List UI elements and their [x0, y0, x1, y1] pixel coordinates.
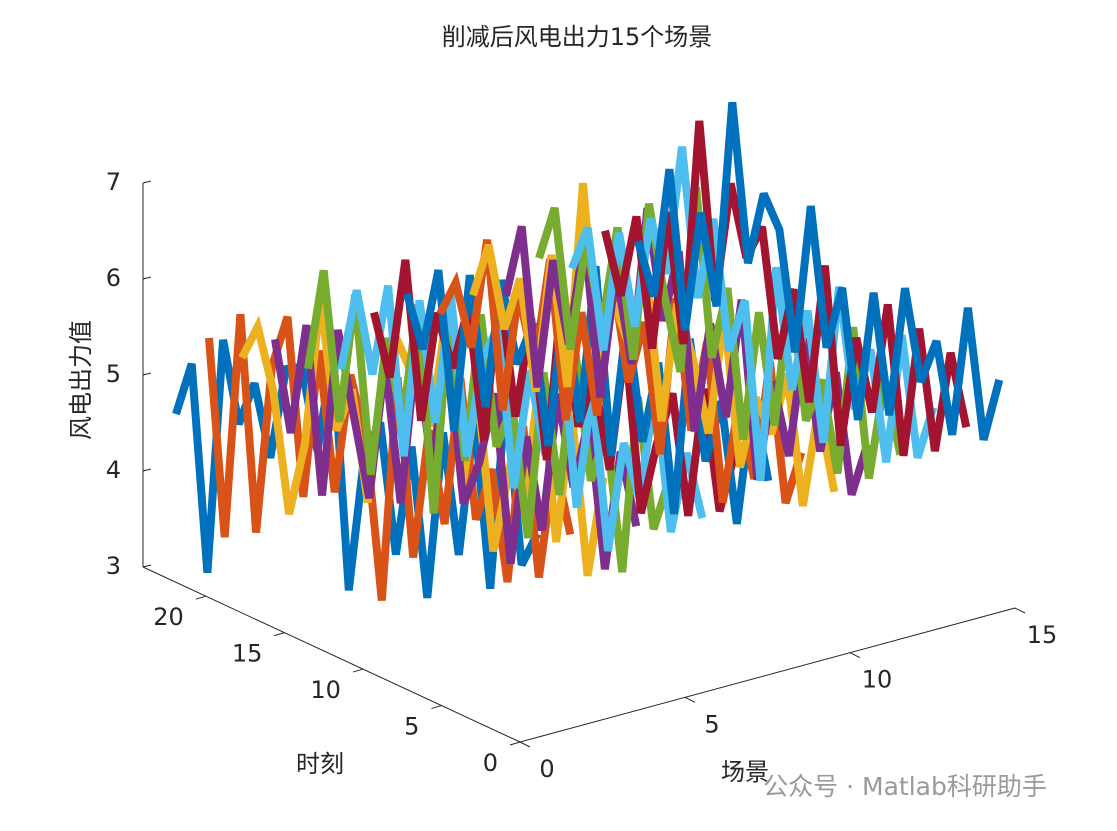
- z-tick: [142, 180, 152, 184]
- z-axis-label: 风电出力值: [67, 320, 95, 440]
- z-tick-label: 3: [106, 552, 121, 580]
- x-tick-label: 15: [1027, 621, 1058, 649]
- y-tick-label: 15: [232, 640, 263, 668]
- z-tick: [142, 468, 152, 472]
- series-line: [568, 146, 938, 482]
- x-tick: [519, 741, 531, 748]
- z-tick-label: 6: [106, 264, 121, 292]
- chart-title: 削减后风电出力15个场景: [442, 23, 713, 51]
- x-axis-label: 场景: [721, 758, 769, 786]
- x-tick: [849, 652, 861, 659]
- y-tick-label: 10: [310, 676, 341, 704]
- y-tick: [352, 668, 364, 673]
- z-tick: [142, 276, 152, 280]
- series-line: [634, 101, 1004, 441]
- watermark: 公众号 · Matlab科研助手: [763, 772, 1047, 801]
- x-tick: [1014, 607, 1026, 614]
- z-tick: [142, 372, 152, 376]
- y-tick: [509, 741, 521, 746]
- y-axis-label: 时刻: [296, 750, 344, 778]
- y-tick: [274, 632, 285, 637]
- z-tick: [142, 564, 152, 568]
- y-tick: [431, 705, 442, 710]
- z-tick-label: 4: [106, 456, 121, 484]
- y-tick: [195, 595, 206, 600]
- x-tick-label: 10: [862, 666, 893, 694]
- y-tick-label: 5: [404, 713, 419, 741]
- x-tick-label: 5: [704, 710, 719, 738]
- z-tick-label: 5: [106, 360, 121, 388]
- z-tick-label: 7: [106, 168, 121, 196]
- x-tick: [684, 696, 696, 703]
- x-axis: [519, 607, 1016, 743]
- series-line: [337, 285, 707, 552]
- x-tick-label: 0: [539, 755, 554, 783]
- y-tick-label: 20: [153, 603, 184, 631]
- y-tick-label: 0: [483, 749, 498, 777]
